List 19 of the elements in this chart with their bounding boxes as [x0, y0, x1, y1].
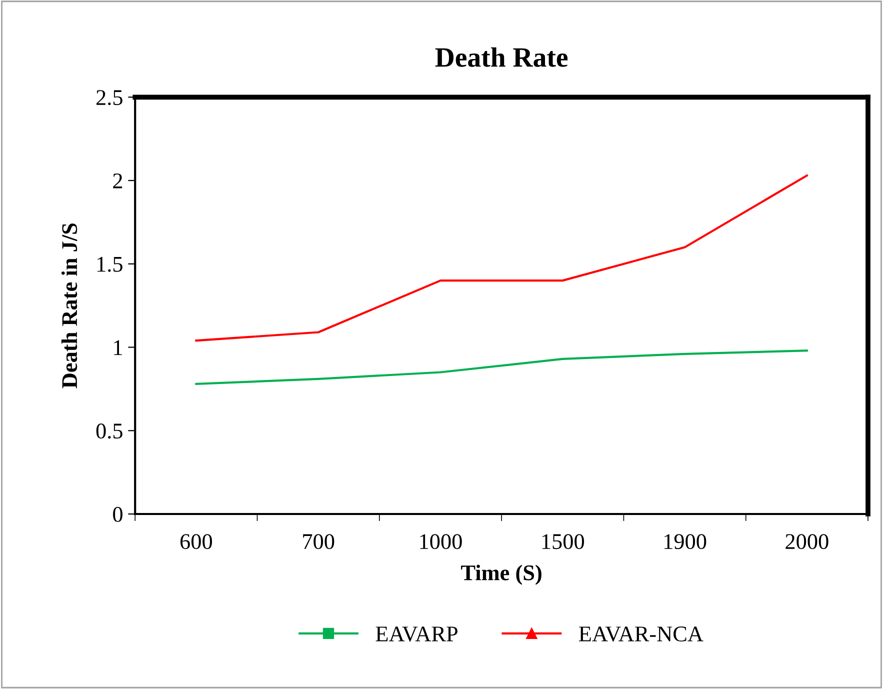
x-tick-label: 700: [303, 534, 334, 550]
y-tick-label: 2: [113, 174, 122, 188]
x-tick-label: 1000: [420, 534, 462, 550]
y-tick-label: 0.5: [96, 424, 122, 439]
y-tick-label: 2.5: [96, 90, 122, 106]
legend-label: EAVARP: [376, 626, 458, 642]
y-tick-label: 1.5: [97, 256, 122, 272]
x-tick-label: 600: [180, 534, 212, 550]
y-axis-title: Death Rate in J/S: [61, 223, 78, 388]
x-tick-label: 2000: [786, 534, 828, 550]
x-tick-label: 1900: [664, 534, 706, 550]
line-series: [195, 350, 808, 385]
x-tick-label: 1500: [542, 534, 584, 550]
line-series: [195, 174, 808, 342]
chart-title: Death Rate: [435, 47, 568, 67]
y-tick-label: 1: [114, 340, 122, 355]
y-tick-label: 0: [113, 506, 122, 522]
x-axis-title: Time (S): [461, 564, 542, 585]
legend-label: EAVAR-NCA: [578, 626, 704, 642]
